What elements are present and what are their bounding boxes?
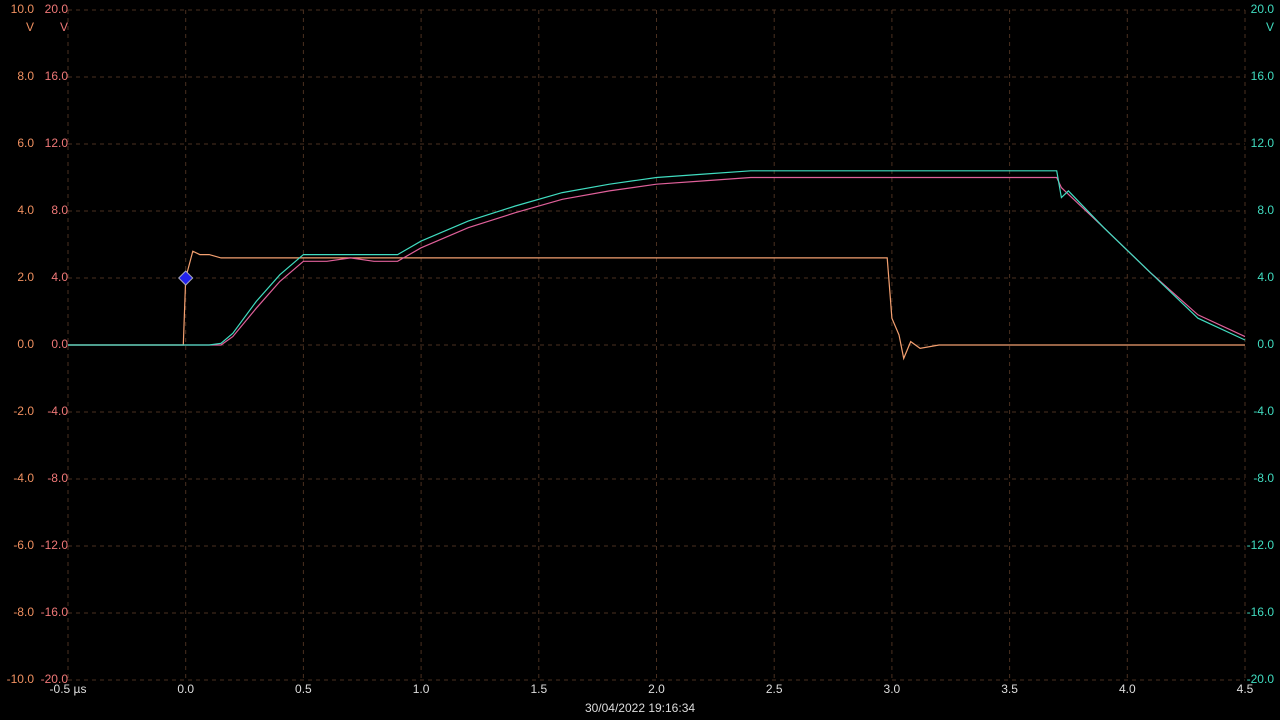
y2-tick-label: -12.0 [1247,538,1275,552]
x-tick-label: -0.5 µs [50,682,87,696]
trace [68,170,1246,346]
y3-tick-label: 8.0 [51,203,68,217]
y-tick-label: -2.0 [13,404,34,418]
y3-tick-label: 4.0 [51,270,68,284]
y-tick-label: 2.0 [17,270,34,284]
y-tick-label: 10.0 [11,2,35,16]
y-tick-label: -4.0 [13,471,34,485]
y3-tick-label: 0.0 [51,337,68,351]
y2-tick-label: -8.0 [1253,471,1274,485]
y-tick-label: -10.0 [7,672,35,686]
trace [68,250,1245,361]
y2-tick-label: 8.0 [1257,203,1274,217]
y3-tick-label: -16.0 [41,605,69,619]
y2-unit: V [1266,20,1274,34]
x-tick-label: 0.5 [295,682,312,696]
y3-unit: V [60,20,68,34]
x-tick-label: 3.5 [1001,682,1018,696]
y-tick-label: 4.0 [17,203,34,217]
y2-tick-label: 4.0 [1257,270,1274,284]
y-tick-label: 0.0 [17,337,34,351]
timestamp: 30/04/2022 19:16:34 [585,701,695,715]
y2-tick-label: -4.0 [1253,404,1274,418]
y3-tick-label: -20.0 [41,672,69,686]
y-unit: V [26,20,34,34]
trigger-marker [177,270,194,286]
y-tick-label: 6.0 [17,136,34,150]
x-tick-label: 0.0 [177,682,194,696]
y2-tick-label: -16.0 [1247,605,1275,619]
y3-tick-label: -4.0 [47,404,68,418]
x-tick-label: 2.0 [648,682,665,696]
y3-tick-label: 12.0 [45,136,69,150]
trace [68,176,1246,346]
x-tick-label: 2.5 [766,682,783,696]
x-tick-label: 4.0 [1119,682,1136,696]
y3-tick-label: 16.0 [45,69,69,83]
y2-tick-label: 16.0 [1251,69,1275,83]
y-tick-label: -6.0 [13,538,34,552]
x-tick-label: 3.0 [884,682,901,696]
y2-tick-label: 0.0 [1257,337,1274,351]
x-tick-label: 1.5 [530,682,547,696]
y-tick-label: -8.0 [13,605,34,619]
y2-tick-label: 12.0 [1251,136,1275,150]
x-tick-label: 4.5 [1237,682,1254,696]
y3-tick-label: -8.0 [47,471,68,485]
y-tick-label: 8.0 [17,69,34,83]
y3-tick-label: 20.0 [45,2,69,16]
y2-tick-label: -20.0 [1247,672,1275,686]
x-tick-label: 1.0 [413,682,430,696]
y2-tick-label: 20.0 [1251,2,1275,16]
y3-tick-label: -12.0 [41,538,69,552]
